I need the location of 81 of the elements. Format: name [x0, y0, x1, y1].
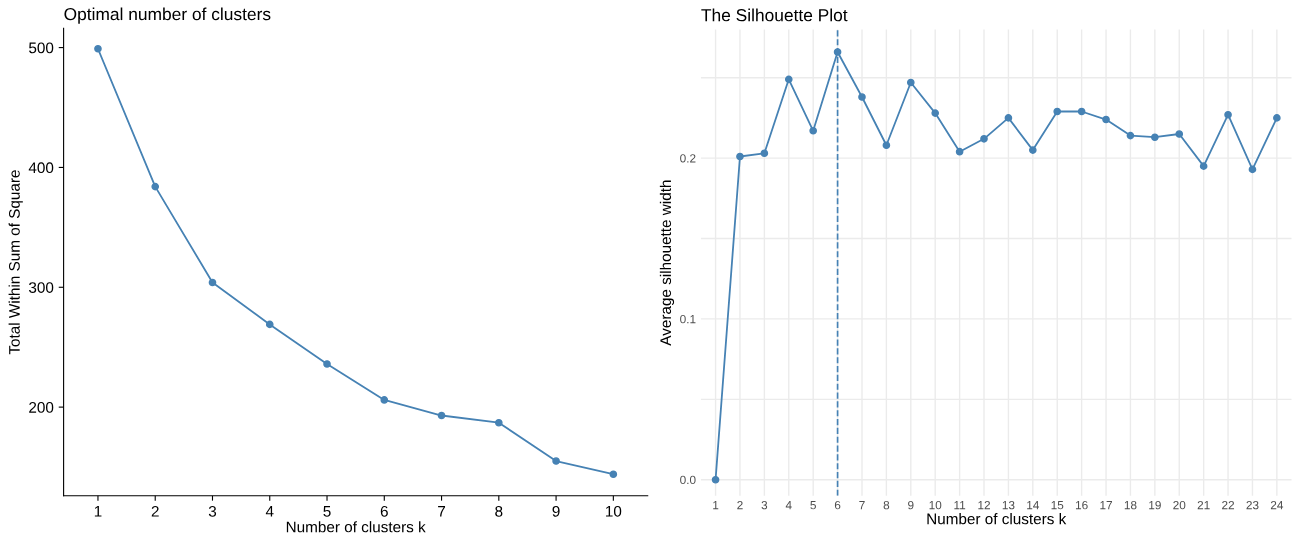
x-tick-label: 12 — [978, 500, 990, 510]
point — [380, 396, 389, 404]
x-tick-label: 1 — [94, 506, 102, 517]
point — [609, 470, 618, 479]
x-tick-label: 13 — [1002, 500, 1015, 510]
x-tick-label: 11 — [954, 501, 966, 510]
point — [955, 147, 964, 156]
point — [931, 109, 940, 117]
y-tick-label: 0.0 — [680, 475, 696, 485]
point — [980, 135, 988, 143]
x-tick-label: 15 — [1051, 501, 1064, 510]
x-tick-label: 3 — [208, 505, 217, 517]
x-tick-label: 5 — [323, 506, 331, 517]
point — [1175, 130, 1184, 138]
chart-title: Optimal number of clusters — [64, 7, 271, 24]
point — [1224, 110, 1232, 119]
point — [882, 141, 891, 150]
point — [1273, 114, 1281, 122]
x-tick-label: 23 — [1246, 500, 1259, 510]
x-tick-label: 7 — [859, 501, 865, 510]
x-tick-label: 4 — [265, 506, 274, 517]
x-tick-label: 21 — [1197, 500, 1210, 510]
x-tick-label: 10 — [606, 505, 622, 517]
point — [437, 411, 446, 420]
point — [494, 418, 503, 427]
y-tick-label: 500 — [29, 42, 54, 54]
point — [1199, 162, 1208, 170]
x-tick-label: 18 — [1124, 500, 1137, 510]
y-tick-label: 400 — [28, 162, 54, 174]
point — [784, 75, 793, 84]
point — [1151, 133, 1159, 142]
chart-title: The Silhouette Plot — [701, 8, 848, 22]
point — [1053, 107, 1062, 116]
y-tick-label: 200 — [29, 401, 54, 413]
point — [1004, 114, 1013, 122]
x-tick-label: 8 — [495, 505, 503, 517]
x-tick-label: 9 — [552, 505, 560, 517]
x-tick-label: 9 — [908, 500, 914, 510]
point — [1248, 165, 1257, 174]
x-tick-label: 20 — [1173, 500, 1186, 510]
x-tick-label: 1 — [713, 501, 719, 510]
point — [809, 126, 818, 135]
x-tick-label: 24 — [1270, 500, 1284, 510]
point — [1126, 131, 1135, 140]
point — [711, 475, 720, 484]
point — [760, 149, 769, 158]
point — [94, 44, 102, 53]
point — [1102, 115, 1110, 124]
x-tick-label: 2 — [151, 505, 159, 517]
y-tick-label: 0.1 — [680, 314, 696, 324]
point — [906, 78, 915, 87]
x-tick-label: 7 — [438, 506, 446, 517]
x-tick-label: 22 — [1222, 500, 1235, 510]
x-tick-label: 5 — [810, 501, 816, 510]
point — [1077, 107, 1086, 116]
point — [552, 457, 560, 465]
x-tick-label: 2 — [737, 500, 743, 510]
point — [208, 278, 217, 287]
x-tick-label: 10 — [929, 500, 942, 510]
x-tick-label: 19 — [1149, 500, 1161, 510]
x-tick-label: 3 — [761, 500, 768, 510]
point — [736, 152, 744, 161]
x-tick-label: 8 — [883, 500, 890, 510]
y-tick-label: 0.2 — [680, 154, 696, 163]
y-axis-title: Average silhouette width — [659, 180, 675, 346]
y-tick-label: 300 — [28, 282, 54, 293]
y-axis-title: Total Within Sum of Square — [8, 170, 23, 355]
x-tick-label: 6 — [834, 500, 841, 510]
x-tick-label: 14 — [1027, 501, 1040, 510]
point — [265, 320, 274, 329]
x-tick-label: 16 — [1075, 500, 1088, 510]
x-tick-label: 17 — [1100, 501, 1113, 510]
point — [1029, 146, 1037, 154]
x-tick-label: 4 — [785, 501, 792, 510]
point — [151, 182, 160, 191]
point — [858, 93, 866, 101]
x-axis-title: Number of clusters k — [286, 521, 426, 533]
x-tick-label: 6 — [380, 505, 388, 517]
point — [323, 360, 331, 368]
point — [833, 48, 842, 56]
x-axis-title: Number of clusters k — [927, 513, 1067, 525]
